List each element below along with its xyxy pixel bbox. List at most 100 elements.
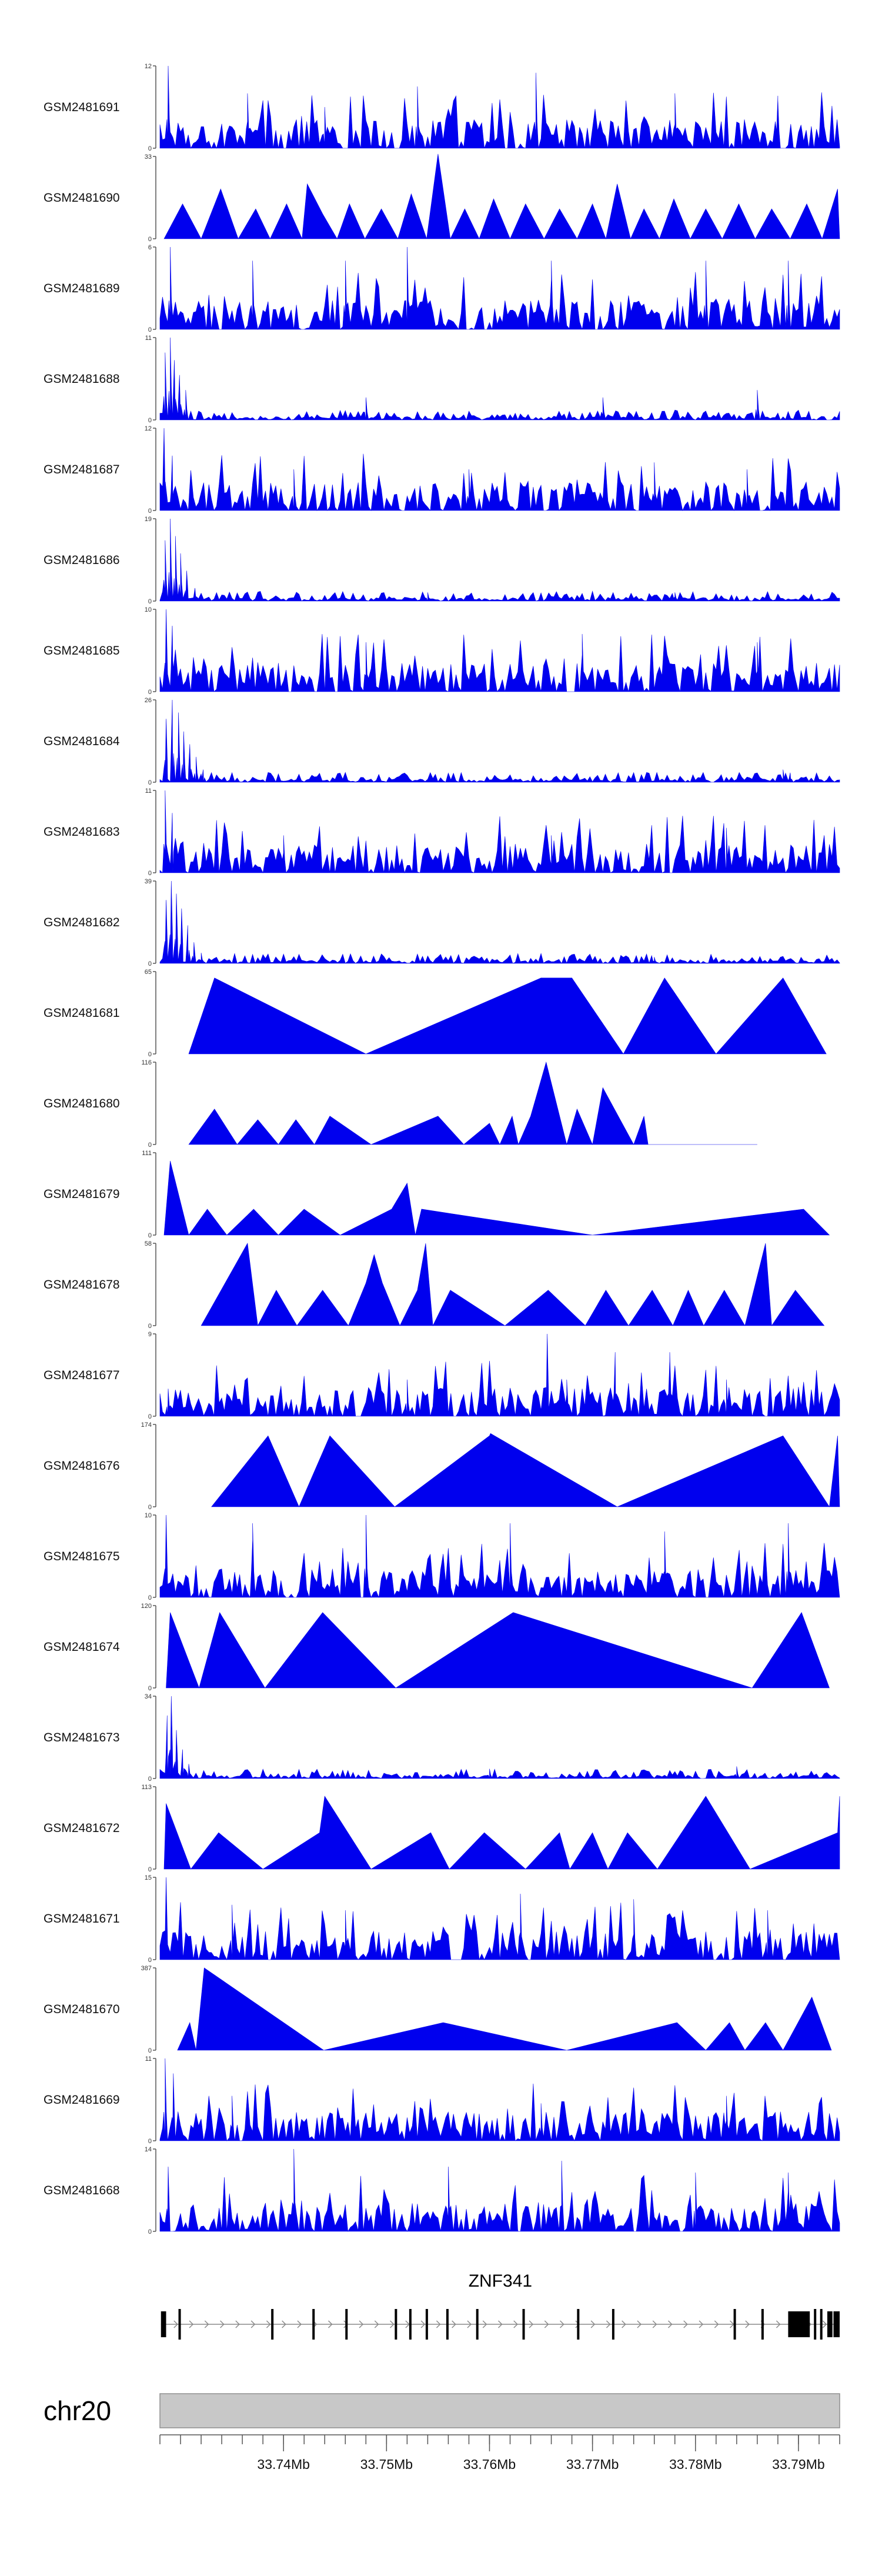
gene-exon (345, 2309, 348, 2340)
track-label: GSM2481688 (44, 372, 120, 386)
track-GSM2481677: GSM2481677 9 0 (44, 1331, 840, 1420)
track-label: GSM2481669 (44, 2093, 120, 2107)
track-ymin-label: 0 (148, 236, 152, 243)
strand-arrow (467, 2320, 472, 2328)
track-GSM2481680: GSM2481680 116 0 (44, 1059, 757, 1149)
track-ymin-label: 0 (148, 870, 152, 877)
track-GSM2481669: GSM2481669 11 0 (44, 2056, 840, 2145)
chromosome-ideogram-track: chr20 (44, 2393, 840, 2428)
track-ymax-label: 10 (145, 606, 152, 613)
track-ymax-label: 39 (145, 878, 152, 885)
coverage-area (159, 2148, 840, 2232)
track-ymin-label: 0 (148, 326, 152, 333)
track-ymax-label: 26 (145, 697, 152, 704)
strand-arrow (266, 2320, 271, 2328)
gene-exon (425, 2309, 428, 2340)
track-GSM2481689: GSM2481689 6 0 (44, 244, 840, 333)
coverage-area (166, 1611, 830, 1689)
track-ymax-label: 11 (145, 788, 152, 795)
coverage-area (177, 1967, 832, 2051)
strand-arrow (699, 2320, 704, 2328)
gene-exon (733, 2309, 736, 2340)
track-ymax-label: 12 (145, 63, 152, 70)
strand-arrow (436, 2320, 441, 2328)
strand-arrow (220, 2320, 225, 2328)
track-ymax-label: 174 (141, 1422, 152, 1429)
strand-arrow (390, 2320, 395, 2328)
track-ymin-label: 0 (148, 598, 152, 605)
coverage-area (159, 880, 840, 964)
gene-exon (761, 2309, 764, 2340)
coverage-area (163, 154, 840, 240)
tick-label: 33.79Mb (772, 2457, 825, 2472)
track-label: GSM2481690 (44, 191, 120, 205)
track-GSM2481673: GSM2481673 34 0 (44, 1693, 840, 1783)
strand-arrow (497, 2320, 503, 2328)
track-ymin-label: 0 (148, 2138, 152, 2145)
track-GSM2481670: GSM2481670 387 0 (44, 1965, 832, 2054)
track-label: GSM2481683 (44, 825, 120, 839)
track-GSM2481685: GSM2481685 10 0 (44, 606, 840, 696)
track-GSM2481690: GSM2481690 33 0 (44, 154, 840, 243)
track-label: GSM2481685 (44, 644, 120, 658)
strand-arrow (637, 2320, 642, 2328)
track-GSM2481682: GSM2481682 39 0 (44, 878, 840, 967)
strand-arrow (560, 2320, 564, 2328)
track-label: GSM2481672 (44, 1821, 120, 1835)
track-ymax-label: 14 (145, 2146, 152, 2153)
track-GSM2481683: GSM2481683 11 0 (44, 788, 840, 877)
coverage-area (159, 1333, 840, 1417)
gene-exon (271, 2309, 274, 2340)
track-ymin-label: 0 (148, 960, 152, 967)
track-ymin-label: 0 (148, 417, 152, 424)
track-label: GSM2481668 (44, 2184, 120, 2197)
track-GSM2481674: GSM2481674 120 0 (44, 1603, 830, 1692)
track-label: GSM2481677 (44, 1369, 120, 1382)
track-GSM2481687: GSM2481687 12 0 (44, 425, 840, 515)
coverage-area (211, 1433, 840, 1507)
coverage-area (159, 518, 840, 602)
gene-exon (395, 2309, 397, 2340)
coverage-area (159, 65, 840, 149)
track-ymax-label: 65 (145, 969, 152, 976)
strand-arrow (652, 2320, 657, 2328)
strand-arrow (359, 2320, 364, 2328)
genome-axis: 33.74Mb 33.75Mb 33.76Mb 33.77Mb 33.78Mb 33.79… (159, 2434, 840, 2472)
track-GSM2481686: GSM2481686 19 0 (44, 516, 840, 605)
track-ymax-label: 58 (145, 1240, 152, 1247)
coverage-area (159, 428, 840, 512)
gene-exon (833, 2311, 840, 2337)
strand-arrow (297, 2320, 302, 2328)
track-ymin-label: 0 (148, 1776, 152, 1783)
gene-exon (814, 2309, 817, 2340)
strand-arrow (622, 2320, 626, 2328)
gene-exon (178, 2309, 181, 2340)
track-ymin-label: 0 (148, 1323, 152, 1330)
track-GSM2481675: GSM2481675 10 0 (44, 1512, 840, 1601)
track-label: GSM2481679 (44, 1187, 120, 1201)
track-label: GSM2481676 (44, 1459, 120, 1473)
strand-arrow (374, 2320, 379, 2328)
track-label: GSM2481674 (44, 1640, 120, 1654)
tick-label: 33.78Mb (669, 2457, 722, 2472)
strand-arrow (776, 2320, 781, 2328)
gene-name-label: ZNF341 (469, 2271, 532, 2291)
track-label: GSM2481689 (44, 282, 120, 295)
strand-arrow (683, 2320, 688, 2328)
track-label: GSM2481681 (44, 1006, 120, 1020)
track-ymin-label: 0 (148, 1866, 152, 1873)
gene-exon (577, 2309, 580, 2340)
strand-arrow (822, 2320, 827, 2328)
track-ymax-label: 113 (141, 1784, 152, 1791)
strand-arrow (420, 2320, 426, 2328)
strand-arrow (235, 2320, 240, 2328)
track-ymin-label: 0 (148, 1685, 152, 1692)
track-ymin-label: 0 (148, 1142, 152, 1149)
gene-exon (522, 2309, 525, 2340)
tick-label: 33.75Mb (360, 2457, 413, 2472)
gene-model-track: ZNF341 (161, 2271, 840, 2340)
track-label: GSM2481671 (44, 1912, 120, 1926)
coverage-area (159, 609, 840, 692)
track-GSM2481681: GSM2481681 65 0 (44, 969, 827, 1058)
